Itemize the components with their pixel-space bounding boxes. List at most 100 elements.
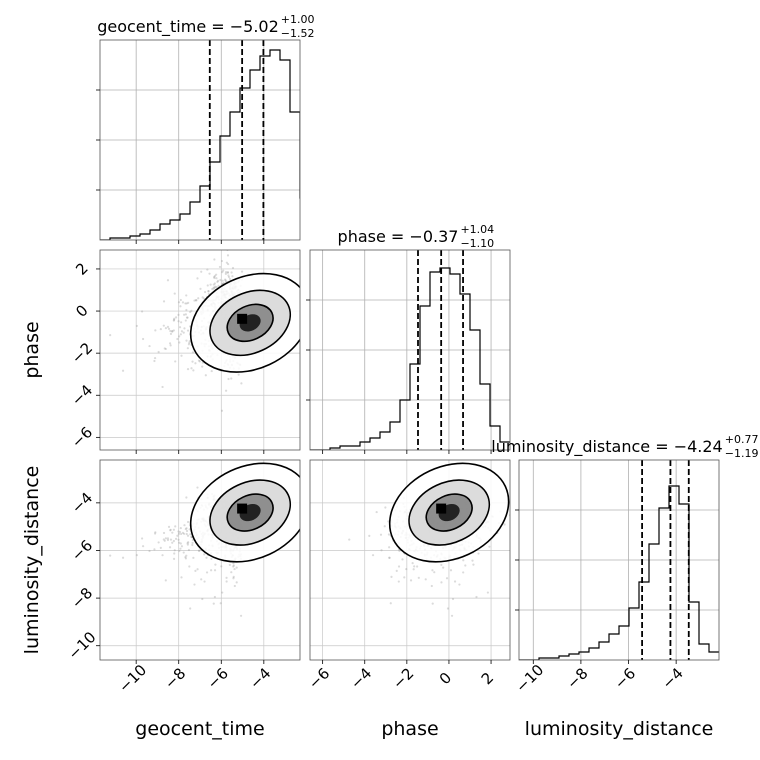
sample-point bbox=[185, 294, 188, 297]
sample-point bbox=[180, 354, 183, 357]
sample-point bbox=[177, 313, 180, 316]
density-peak bbox=[237, 313, 248, 324]
sample-point bbox=[216, 280, 219, 283]
sample-point bbox=[449, 569, 453, 572]
sample-point bbox=[173, 292, 176, 295]
sample-point bbox=[191, 351, 195, 354]
sample-point bbox=[159, 546, 162, 549]
sample-point bbox=[430, 584, 433, 588]
sample-point bbox=[190, 367, 193, 370]
sample-point bbox=[181, 301, 185, 304]
sample-point bbox=[186, 329, 190, 332]
sample-point bbox=[488, 545, 491, 548]
x-axis-label-luminosity_distance: luminosity_distance bbox=[525, 718, 714, 740]
sample-point bbox=[197, 297, 200, 300]
sample-point bbox=[196, 277, 199, 280]
sample-point bbox=[231, 266, 235, 270]
sample-point bbox=[451, 597, 455, 601]
sample-point bbox=[172, 528, 175, 531]
sample-point bbox=[191, 543, 194, 547]
sample-point bbox=[169, 344, 172, 347]
sample-point bbox=[212, 286, 215, 289]
sample-point bbox=[380, 549, 383, 552]
sample-point bbox=[140, 537, 144, 540]
sample-point bbox=[194, 299, 198, 302]
sample-point bbox=[240, 270, 244, 273]
sample-point bbox=[186, 316, 189, 319]
sample-point bbox=[401, 558, 404, 561]
sample-point bbox=[398, 549, 401, 552]
sample-point bbox=[154, 531, 157, 534]
sample-point bbox=[162, 324, 165, 327]
sample-point bbox=[193, 583, 196, 586]
sample-point bbox=[191, 360, 194, 363]
sample-point bbox=[141, 545, 145, 548]
sample-point bbox=[440, 581, 443, 584]
sample-point bbox=[204, 374, 207, 377]
histogram-step-phase bbox=[310, 267, 510, 450]
sample-point bbox=[205, 571, 209, 574]
sample-point bbox=[172, 318, 176, 321]
sample-point bbox=[148, 549, 151, 553]
sample-point bbox=[412, 568, 415, 571]
sample-point bbox=[178, 541, 181, 544]
sample-point bbox=[395, 569, 398, 572]
sample-point bbox=[228, 277, 232, 281]
sample-point bbox=[215, 277, 218, 280]
panel-title-phase: phase = −0.37 bbox=[338, 227, 459, 246]
sample-point bbox=[220, 409, 224, 412]
sample-point bbox=[179, 305, 182, 308]
sample-point bbox=[446, 607, 450, 610]
hist-panel-phase: phase = −0.37 +1.04−1.10 bbox=[306, 223, 511, 454]
sample-point bbox=[182, 313, 186, 316]
sample-point bbox=[185, 302, 188, 305]
sample-point bbox=[174, 525, 177, 528]
sample-point bbox=[148, 344, 151, 348]
sample-point bbox=[185, 308, 188, 312]
y-tick-label: −8 bbox=[68, 584, 96, 612]
sample-point bbox=[180, 576, 183, 579]
sample-point bbox=[109, 554, 112, 557]
x-tick-label: −10 bbox=[512, 661, 547, 696]
sample-point bbox=[121, 556, 125, 559]
sample-point bbox=[198, 360, 201, 363]
sample-point bbox=[166, 279, 170, 282]
sample-point bbox=[184, 319, 187, 322]
sample-point bbox=[180, 532, 183, 536]
sample-point bbox=[188, 565, 191, 568]
sample-point bbox=[178, 335, 181, 338]
sample-point bbox=[228, 563, 231, 567]
sample-point bbox=[383, 525, 386, 528]
sample-point bbox=[179, 542, 182, 545]
title-superscript: +1.04 bbox=[460, 223, 494, 236]
sample-point bbox=[462, 559, 465, 562]
sample-point bbox=[445, 577, 449, 580]
x-tick-label: −6 bbox=[611, 664, 639, 692]
sample-point bbox=[179, 526, 182, 530]
sample-point bbox=[213, 258, 216, 261]
sample-point bbox=[192, 369, 195, 372]
sample-point bbox=[184, 302, 187, 305]
sample-point bbox=[164, 326, 168, 330]
sample-point bbox=[171, 531, 174, 534]
sample-point bbox=[186, 534, 190, 537]
sample-point bbox=[212, 287, 215, 290]
sample-point bbox=[503, 523, 506, 526]
sample-point bbox=[388, 546, 391, 549]
sample-point bbox=[166, 537, 170, 540]
sample-point bbox=[177, 530, 180, 533]
sample-point bbox=[176, 534, 179, 537]
sample-point bbox=[177, 301, 181, 304]
panel-title-luminosity_distance: luminosity_distance = −4.24 bbox=[491, 437, 722, 457]
sample-point bbox=[167, 525, 171, 528]
sample-point bbox=[471, 559, 474, 562]
sample-point bbox=[182, 532, 186, 535]
sample-point bbox=[388, 556, 391, 559]
sample-point bbox=[431, 602, 434, 605]
title-subscript: −1.52 bbox=[281, 27, 315, 40]
sample-point bbox=[221, 271, 224, 274]
sample-point bbox=[208, 272, 211, 275]
sample-point bbox=[164, 347, 167, 351]
sample-point bbox=[181, 531, 185, 534]
sample-point bbox=[185, 316, 189, 319]
